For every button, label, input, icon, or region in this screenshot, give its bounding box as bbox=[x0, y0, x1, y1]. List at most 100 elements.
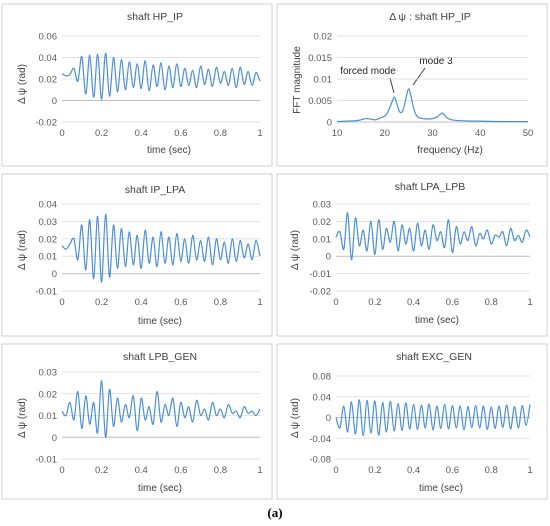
series-line bbox=[335, 212, 531, 261]
panel-lpa-lpb-time: shaft LPA_LPB time (sec) Δ ψ (rad) -0.02… bbox=[276, 173, 548, 337]
panel-lpb-gen-time: shaft LPB_GEN time (sec) Δ ψ (rad) -0.01… bbox=[1, 343, 273, 500]
x-tick-label: 0 bbox=[333, 465, 338, 476]
x-tick-label: 0.8 bbox=[485, 297, 498, 308]
x-tick-label: 0.6 bbox=[174, 465, 187, 476]
y-tick-label: 0.005 bbox=[308, 96, 332, 107]
series-line bbox=[61, 213, 261, 283]
y-tick-label: 0.01 bbox=[39, 252, 58, 263]
y-tick-label: 0 bbox=[52, 433, 57, 444]
annotation-forced-mode: forced mode bbox=[340, 66, 396, 77]
x-tick-label: 0.2 bbox=[368, 297, 381, 308]
y-tick-label: 0.015 bbox=[308, 53, 332, 64]
panel-frame bbox=[1, 3, 273, 167]
y-axis-label: Δ ψ (rad) bbox=[17, 398, 28, 438]
chart-title: shaft HP_IP bbox=[127, 11, 183, 23]
x-tick-label: 0.4 bbox=[135, 297, 148, 308]
chart-title: Δ ψ : shaft HP_IP bbox=[389, 11, 471, 23]
panel-exc-gen-time: shaft EXC_GEN time (sec) Δ ψ (rad) -0.08… bbox=[276, 343, 548, 500]
y-tick-label: 0.01 bbox=[313, 234, 332, 245]
y-tick-label: 0 bbox=[326, 252, 331, 263]
y-tick-label: 0.03 bbox=[39, 217, 58, 228]
x-tick-label: 0.8 bbox=[214, 465, 227, 476]
y-tick-label: 0.02 bbox=[39, 389, 58, 400]
x-tick-label: 0.2 bbox=[95, 297, 108, 308]
x-axis-label: time (sec) bbox=[147, 145, 191, 156]
x-tick-label: 40 bbox=[475, 128, 486, 139]
x-tick-label: 0 bbox=[59, 465, 64, 476]
annotation-arrow-forced-mode bbox=[389, 77, 395, 94]
annotation-arrow-mode-3 bbox=[412, 67, 426, 86]
y-tick-label: 0 bbox=[52, 96, 57, 107]
y-tick-label: 0 bbox=[327, 118, 332, 129]
y-axis-label: Δ ψ (rad) bbox=[17, 64, 28, 104]
x-tick-label: 0.6 bbox=[446, 297, 459, 308]
y-tick-label: 0.02 bbox=[39, 75, 58, 86]
x-tick-label: 0.8 bbox=[214, 128, 227, 139]
x-tick-label: 0.4 bbox=[135, 128, 148, 139]
y-tick-label: 0.01 bbox=[39, 411, 58, 422]
x-axis-label: time (sec) bbox=[138, 316, 182, 327]
series-line bbox=[61, 52, 261, 101]
x-tick-label: 1 bbox=[257, 297, 262, 308]
y-axis-label: FFT magnitude bbox=[292, 46, 303, 114]
y-tick-label: 0.02 bbox=[313, 217, 332, 228]
y-tick-label: -0.02 bbox=[309, 287, 331, 298]
x-tick-label: 1 bbox=[257, 465, 262, 476]
x-tick-label: 0.2 bbox=[95, 128, 108, 139]
panel-frame bbox=[276, 3, 548, 167]
x-tick-label: 0 bbox=[59, 128, 64, 139]
x-tick-label: 0 bbox=[333, 297, 338, 308]
y-tick-label: 0.08 bbox=[313, 372, 332, 383]
chart-title: shaft LPA_LPB bbox=[395, 181, 465, 193]
x-tick-label: 50 bbox=[523, 128, 534, 139]
y-axis-label: Δ ψ (rad) bbox=[290, 230, 301, 270]
figure-caption: (a) bbox=[267, 505, 283, 520]
x-tick-label: 1 bbox=[527, 297, 532, 308]
y-tick-label: -0.01 bbox=[35, 455, 57, 466]
y-tick-label: 0.04 bbox=[39, 200, 58, 211]
y-tick-label: -0.02 bbox=[35, 118, 57, 129]
y-tick-label: -0.08 bbox=[309, 455, 331, 466]
y-tick-label: 0.02 bbox=[314, 32, 333, 43]
series-line bbox=[61, 380, 261, 438]
x-tick-label: 10 bbox=[332, 128, 343, 139]
x-tick-label: 0.6 bbox=[174, 297, 187, 308]
series-line bbox=[336, 88, 528, 123]
y-tick-label: 0.06 bbox=[39, 32, 58, 43]
x-tick-label: 30 bbox=[427, 128, 438, 139]
x-tick-label: 0.2 bbox=[95, 465, 108, 476]
x-tick-label: 0.2 bbox=[368, 465, 381, 476]
panel-frame bbox=[1, 343, 273, 500]
y-tick-label: 0.03 bbox=[313, 200, 332, 211]
x-axis-label: time (sec) bbox=[419, 483, 463, 494]
panel-frame bbox=[276, 173, 548, 337]
x-axis-label: time (sec) bbox=[415, 315, 459, 326]
panel-hp-ip-fft: Δ ψ : shaft HP_IP frequency (Hz) FFT mag… bbox=[276, 3, 548, 167]
chart-title: shaft LPB_GEN bbox=[123, 351, 197, 363]
x-tick-label: 0.4 bbox=[407, 465, 420, 476]
x-tick-label: 0.4 bbox=[135, 465, 148, 476]
y-tick-label: 0 bbox=[326, 413, 331, 424]
panel-hp-ip-time: shaft HP_IP time (sec) Δ ψ (rad) -0.0200… bbox=[1, 3, 273, 167]
y-tick-label: 0.03 bbox=[39, 368, 58, 379]
x-tick-label: 1 bbox=[527, 465, 532, 476]
y-tick-label: -0.01 bbox=[309, 269, 331, 280]
x-axis-label: frequency (Hz) bbox=[417, 145, 483, 156]
chart-title: shaft IP_LPA bbox=[125, 184, 186, 196]
y-tick-label: -0.04 bbox=[309, 434, 331, 445]
series-line bbox=[335, 399, 531, 437]
y-axis-label: Δ ψ (rad) bbox=[17, 230, 28, 270]
x-tick-label: 1 bbox=[257, 128, 262, 139]
x-axis-label: time (sec) bbox=[138, 483, 182, 494]
y-tick-label: 0 bbox=[52, 269, 57, 280]
y-axis-label: Δ ψ (rad) bbox=[290, 398, 301, 438]
x-tick-label: 0 bbox=[59, 297, 64, 308]
x-tick-label: 0.8 bbox=[214, 297, 227, 308]
x-tick-label: 20 bbox=[379, 128, 390, 139]
y-tick-label: 0.04 bbox=[313, 392, 332, 403]
annotation-mode-3: mode 3 bbox=[419, 56, 453, 67]
y-tick-label: -0.01 bbox=[35, 287, 57, 298]
panel-ip-lpa-time: shaft IP_LPA time (sec) Δ ψ (rad) -0.010… bbox=[1, 173, 273, 337]
x-tick-label: 0.6 bbox=[174, 128, 187, 139]
